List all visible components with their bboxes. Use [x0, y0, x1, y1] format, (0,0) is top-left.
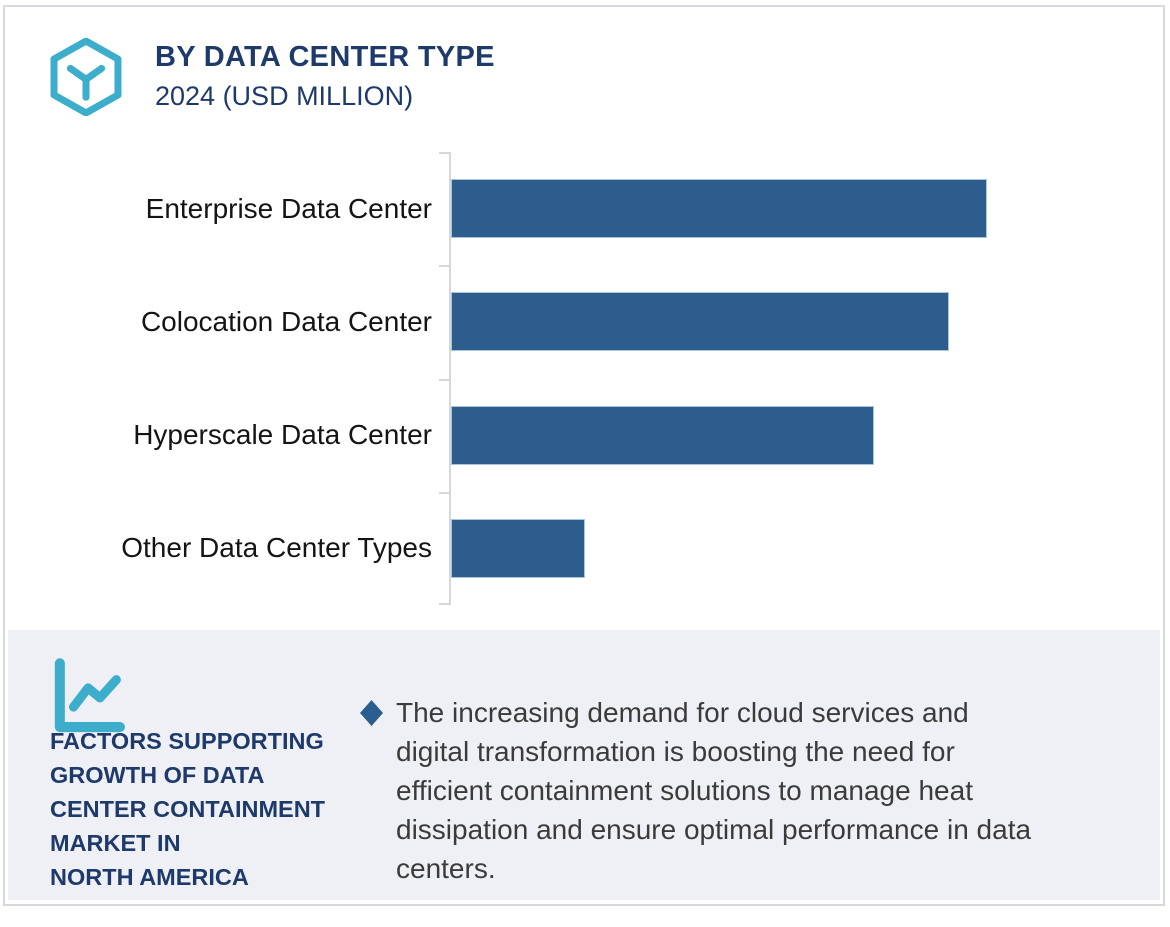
cube-hexagon-logo-icon — [50, 38, 122, 116]
category-label: Colocation Data Center — [140, 305, 432, 337]
chart-row: Other Data Center Types — [5, 492, 1163, 605]
bar — [451, 405, 874, 465]
chart-header: BY DATA CENTER TYPE 2024 (USD MILLION) — [155, 41, 495, 112]
infographic-card: BY DATA CENTER TYPE 2024 (USD MILLION) E… — [3, 5, 1165, 906]
category-label: Hyperscale Data Center — [133, 419, 432, 450]
axis-tick — [439, 379, 449, 381]
axis-tick — [439, 265, 449, 267]
factor-bullet-text: The increasing demand for cloud services… — [396, 697, 1032, 884]
category-label: Enterprise Data Center — [145, 192, 432, 224]
chart-row: Colocation Data Center — [5, 265, 1163, 378]
bar-track — [451, 405, 991, 465]
axis-tick — [439, 492, 449, 494]
bar-track — [451, 179, 991, 238]
diamond-bullet-icon — [360, 700, 383, 726]
bar-track — [451, 518, 991, 578]
factors-heading: FACTORS SUPPORTING GROWTH OF DATA CENTER… — [50, 728, 326, 890]
factors-panel: FACTORS SUPPORTING GROWTH OF DATA CENTER… — [8, 630, 1160, 900]
axis-tick — [439, 603, 449, 605]
chart-row: Enterprise Data Center — [5, 152, 1163, 265]
chart-subtitle: 2024 (USD MILLION) — [155, 81, 414, 111]
bar — [451, 518, 585, 578]
line-chart-icon — [54, 658, 125, 733]
chart-row: Hyperscale Data Center — [5, 379, 1163, 492]
chart-axis-line — [449, 152, 451, 605]
category-label: Other Data Center Types — [121, 532, 432, 564]
chart-title: BY DATA CENTER TYPE — [155, 41, 495, 73]
bar-track — [451, 292, 991, 352]
bar — [451, 179, 987, 238]
bar — [451, 292, 949, 352]
bar-chart: Enterprise Data Center Colocation Data Ce… — [5, 152, 1163, 605]
axis-tick — [439, 152, 449, 154]
